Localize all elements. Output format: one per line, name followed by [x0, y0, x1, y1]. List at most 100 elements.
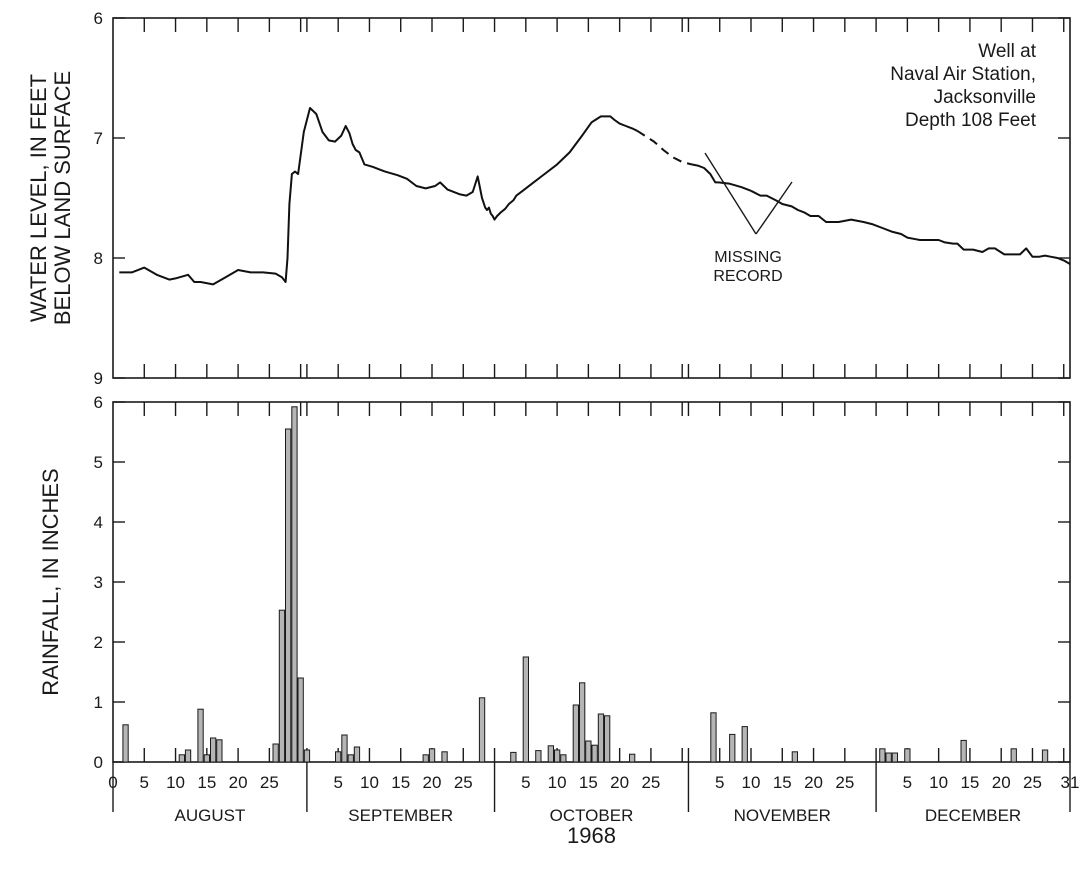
rainfall-bar [216, 739, 223, 763]
rainfall-bar [579, 682, 586, 763]
x-tick-label: 20 [610, 773, 629, 792]
missing-record-pointer [755, 181, 793, 235]
rainfall-bar [604, 715, 611, 763]
rainfall-bar [197, 708, 204, 763]
x-tick-label: 20 [992, 773, 1011, 792]
x-tick-label: 15 [773, 773, 792, 792]
y-tick-label: 9 [94, 369, 103, 388]
missing-record-pointer [704, 152, 757, 235]
x-tick-label: 25 [454, 773, 473, 792]
rainfall-bar [629, 753, 636, 763]
rainfall-bar [585, 740, 592, 763]
rainfall-bar [560, 754, 567, 763]
water-level-line [119, 107, 638, 286]
y-tick-label: 6 [94, 393, 103, 412]
rainfall-bar [885, 752, 892, 763]
x-tick-label: 10 [360, 773, 379, 792]
month-label: NOVEMBER [734, 806, 831, 825]
rainfall-bar [710, 712, 717, 763]
y-tick-label: 0 [94, 753, 103, 772]
x-tick-label: 25 [835, 773, 854, 792]
y-tick-label: 4 [94, 513, 103, 532]
rainfall-bar [353, 746, 361, 763]
rainfall-bar [535, 750, 542, 763]
x-tick-label: 25 [1023, 773, 1042, 792]
x-tick-label: 0 [108, 773, 117, 792]
month-labels: AUGUST SEPTEMBER OCTOBER NOVEMBER DECEMBER [175, 806, 1022, 825]
rainfall-bar [428, 748, 436, 763]
x-tick-label: 10 [742, 773, 761, 792]
x-tick-label: 10 [548, 773, 567, 792]
well-annotation-line: Naval Air Station, [890, 64, 1036, 85]
rainfall-bar [478, 697, 486, 763]
y-tick-label: 1 [94, 693, 103, 712]
y-tick-label: 2 [94, 633, 103, 652]
water-level-ticks [113, 17, 1070, 379]
axis-title-line: BELOW LAND SURFACE [50, 71, 75, 325]
well-annotation-line: Jacksonville [934, 87, 1036, 108]
x-tick-label: 5 [333, 773, 342, 792]
rainfall-bar [422, 754, 429, 763]
x-tick-label: 20 [804, 773, 823, 792]
rainfall-bar [791, 751, 799, 763]
rainfall-bar [184, 749, 192, 763]
rainfall-plot-frame [112, 401, 1071, 763]
x-tick-label: 15 [391, 773, 410, 792]
x-tick-label: 25 [641, 773, 660, 792]
well-annotation-line: Well at [978, 41, 1036, 62]
x-tick-label: 10 [166, 773, 185, 792]
rainfall-bar [291, 406, 298, 763]
y-tick-label: 8 [94, 249, 103, 268]
rainfall-bar [891, 752, 899, 763]
missing-record-segment [636, 129, 692, 166]
rainfall-bar [522, 656, 530, 763]
rainfall-bar [879, 748, 886, 763]
rainfall-bar [122, 724, 129, 763]
rainfall-bar [1041, 749, 1049, 763]
x-tick-label: 31 [1061, 773, 1080, 792]
x-tick-label: 5 [903, 773, 912, 792]
rainfall-bar [210, 737, 217, 763]
x-tick-label: 10 [929, 773, 948, 792]
rainfall-bar [285, 428, 292, 763]
water-level-series [119, 107, 1071, 286]
water-level-line [718, 181, 752, 192]
rainfall-bar [960, 739, 967, 763]
rainfall-bar [591, 744, 598, 763]
rainfall-bars [122, 406, 1049, 763]
missing-record-label: RECORD [713, 268, 782, 285]
x-tick-label: 25 [260, 773, 279, 792]
x-tick-label: 20 [229, 773, 248, 792]
rainfall-bar [741, 726, 748, 763]
y-tick-label: 5 [94, 453, 103, 472]
month-label: DECEMBER [925, 806, 1021, 825]
rainfall-bar [729, 733, 736, 763]
water-level-axis-title: WATER LEVEL, IN FEETBELOW LAND SURFACE [26, 71, 75, 325]
y-tick-label: 6 [94, 9, 103, 28]
rainfall-bar [303, 749, 311, 763]
water-level-line [691, 163, 719, 184]
x-tick-label: 5 [521, 773, 530, 792]
rainfall-bar [297, 677, 304, 763]
missing-record-label: MISSING [714, 249, 782, 266]
rainfall-bar [278, 609, 286, 763]
water-level-y-tick-labels: 6 7 8 9 [94, 9, 103, 388]
rainfall-bar [904, 748, 911, 763]
rainfall-axis-title: RAINFALL, IN INCHES [38, 468, 63, 695]
x-tick-label: 15 [579, 773, 598, 792]
water-level-plot-frame [112, 17, 1071, 379]
rainfall-bar [347, 754, 354, 763]
year-label: 1968 [567, 823, 616, 848]
month-label: AUGUST [175, 806, 246, 825]
rainfall-bar [441, 751, 448, 763]
rainfall-panel: 0 1 2 3 4 5 6 0 5 10 15 20 25 5 10 15 20 25 5 10 15 20 25 5 10 1… [38, 393, 1079, 848]
axis-title-line: WATER LEVEL, IN FEET [26, 74, 51, 322]
rainfall-bar [272, 743, 279, 763]
rainfall-bar [335, 751, 342, 763]
rainfall-bar [341, 734, 348, 763]
rainfall-bar [203, 754, 210, 763]
x-tick-label: 5 [140, 773, 149, 792]
